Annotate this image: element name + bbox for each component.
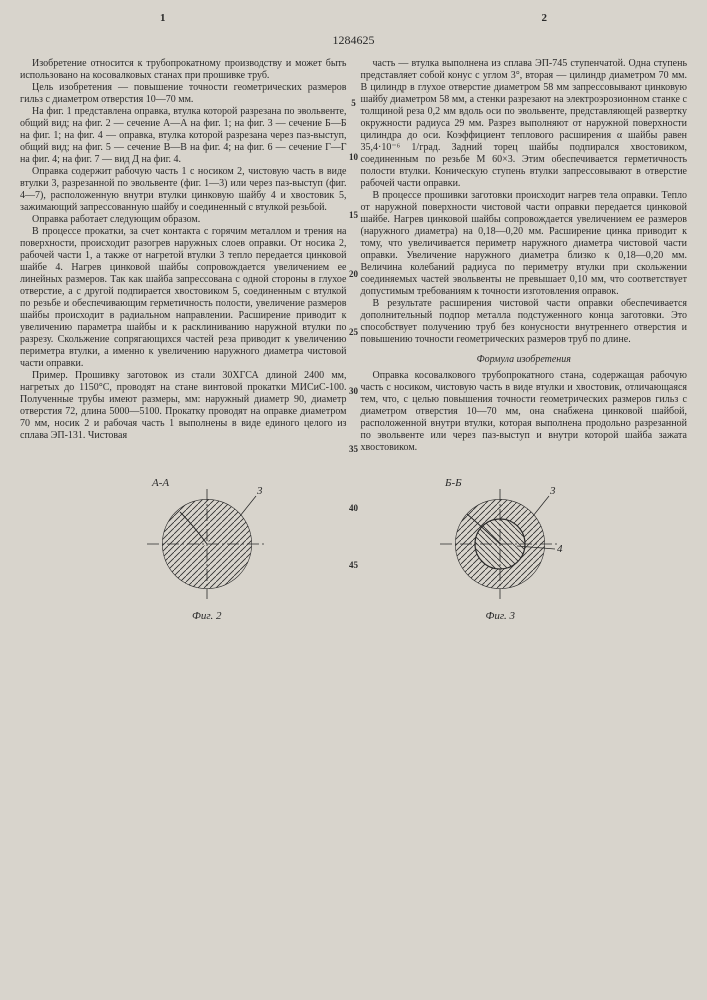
col-num-1: 1	[160, 12, 166, 25]
fig3-part-3: 3	[549, 485, 556, 497]
right-column: часть — втулка выполнена из сплава ЭП-74…	[361, 58, 688, 454]
p-example: Пример. Прошивку заготовок из стали 30ХГ…	[20, 370, 347, 442]
formula-title: Формула изобретения	[361, 354, 688, 366]
p-r1: часть — втулка выполнена из сплава ЭП-74…	[361, 58, 688, 190]
fig3-svg: Б-Б 3 4	[425, 474, 575, 604]
figure-3: Б-Б 3 4 Фиг. 3	[425, 474, 575, 623]
linenum-15: 15	[349, 210, 358, 221]
fig2-label: Фиг. 2	[132, 610, 282, 623]
linenum-45: 45	[349, 560, 358, 571]
p-r2: В процессе прошивки заготовки происходит…	[361, 190, 688, 298]
left-column: Изобретение относится к трубопрокатному …	[20, 58, 347, 454]
fig2-svg: А-А 3	[132, 474, 282, 604]
p-mandrel: Оправка содержит рабочую часть 1 с носик…	[20, 166, 347, 214]
p-goal: Цель изобретения — повышение точности ге…	[20, 82, 347, 106]
doc-number: 1284625	[20, 33, 687, 47]
p-figs: На фиг. 1 представлена оправка, втулка к…	[20, 106, 347, 166]
p-r3: В результате расширения чистовой части о…	[361, 298, 688, 346]
linenum-40: 40	[349, 503, 358, 514]
p-intro: Изобретение относится к трубопрокатному …	[20, 58, 347, 82]
col-num-2: 2	[542, 12, 548, 25]
linenum-10: 10	[349, 152, 358, 163]
linenum-30: 30	[349, 386, 358, 397]
p-process: В процессе прокатки, за счет контакта с …	[20, 226, 347, 370]
figure-2: А-А 3 Фиг. 2	[132, 474, 282, 623]
fig2-section-label: А-А	[151, 477, 169, 489]
p-works: Оправка работает следующим образом.	[20, 214, 347, 226]
linenum-35: 35	[349, 444, 358, 455]
linenum-20: 20	[349, 269, 358, 280]
fig2-part-3: 3	[256, 485, 263, 497]
fig3-part-4: 4	[557, 543, 563, 555]
p-claim: Оправка косовалкового трубопрокатного ст…	[361, 370, 688, 454]
fig3-label: Фиг. 3	[425, 610, 575, 623]
fig3-section-label: Б-Б	[444, 477, 462, 489]
linenum-25: 25	[349, 327, 358, 338]
figures-row: А-А 3 Фиг. 2	[20, 474, 687, 623]
linenum-5: 5	[351, 98, 356, 109]
